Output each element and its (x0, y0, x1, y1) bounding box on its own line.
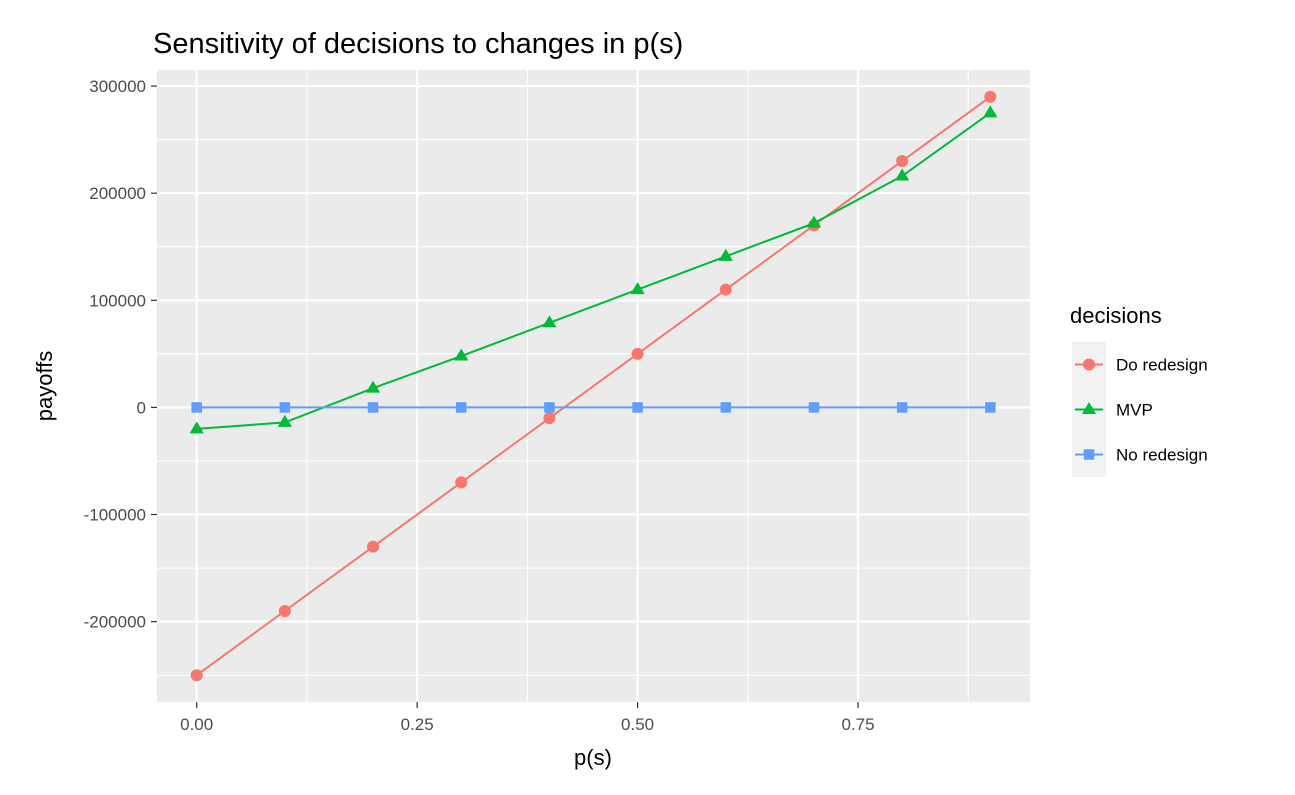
series-mvp (189, 105, 998, 434)
data-point-mvp (365, 380, 381, 393)
minor-gridlines (157, 70, 1030, 702)
series-layer (189, 90, 998, 682)
y-tick-label: -200000 (84, 613, 146, 632)
data-point-mvp (895, 168, 910, 181)
data-point-no-redesign (896, 402, 908, 413)
legend-item-mvp: MVP (1072, 387, 1153, 432)
y-tick-label: 300000 (89, 77, 146, 96)
y-tick-label: -100000 (84, 506, 146, 525)
legend-key-marker-do-redesign (1083, 358, 1095, 371)
x-tick-label: 0.25 (401, 715, 434, 734)
data-point-do-redesign (984, 90, 997, 103)
data-point-do-redesign (543, 412, 556, 425)
series-line-mvp (196, 112, 991, 430)
data-point-no-redesign (632, 402, 643, 413)
data-point-mvp (718, 248, 733, 261)
data-point-do-redesign (896, 155, 909, 168)
y-axis-title: payoffs (32, 351, 57, 422)
legend-label-no-redesign: No redesign (1116, 446, 1208, 465)
data-point-mvp (454, 348, 469, 361)
data-point-no-redesign (720, 402, 732, 413)
data-point-mvp (806, 215, 822, 228)
legend-key-marker-no-redesign (1083, 449, 1095, 460)
y-tick-label: 0 (137, 398, 146, 417)
data-point-no-redesign (544, 402, 555, 413)
legend-item-do-redesign: Do redesign (1072, 342, 1208, 387)
data-point-do-redesign (719, 283, 732, 296)
data-point-no-redesign (808, 402, 820, 413)
data-point-mvp (983, 105, 998, 118)
y-tick-label: 200000 (89, 184, 146, 203)
data-point-mvp (189, 421, 204, 434)
legend-label-do-redesign: Do redesign (1116, 356, 1208, 375)
x-axis-title: p(s) (574, 745, 612, 770)
data-point-mvp (542, 315, 557, 328)
data-point-do-redesign (631, 347, 644, 360)
y-axis-ticks: -200000 -100000 0 100000 200000 300000 (84, 77, 157, 632)
series-line-do-redesign (196, 95, 991, 677)
series-no-redesign (191, 402, 996, 413)
x-tick-label: 0.00 (180, 715, 213, 734)
data-point-mvp (630, 282, 645, 295)
data-point-no-redesign (279, 402, 291, 413)
x-tick-label: 0.75 (841, 715, 874, 734)
legend-key-marker-mvp (1081, 402, 1097, 414)
data-point-mvp (277, 414, 292, 427)
data-point-no-redesign (191, 402, 202, 413)
legend: decisions Do redesign MVP No redesign (1070, 303, 1208, 477)
data-point-no-redesign (455, 402, 467, 413)
legend-title: decisions (1070, 303, 1162, 328)
data-point-no-redesign (367, 402, 379, 413)
data-point-do-redesign (367, 540, 380, 553)
data-point-do-redesign (278, 604, 291, 617)
y-tick-label: 100000 (89, 291, 146, 310)
x-axis-ticks: 0.00 0.25 0.50 0.75 (180, 702, 875, 734)
series-do-redesign (190, 90, 997, 682)
chart-title: Sensitivity of decisions to changes in p… (153, 28, 683, 60)
legend-item-no-redesign: No redesign (1072, 432, 1208, 477)
legend-label-mvp: MVP (1116, 401, 1153, 420)
major-gridlines (157, 70, 1030, 702)
data-point-do-redesign (455, 476, 468, 489)
data-point-no-redesign (985, 402, 996, 413)
data-point-do-redesign (190, 669, 203, 682)
x-tick-label: 0.50 (621, 715, 654, 734)
